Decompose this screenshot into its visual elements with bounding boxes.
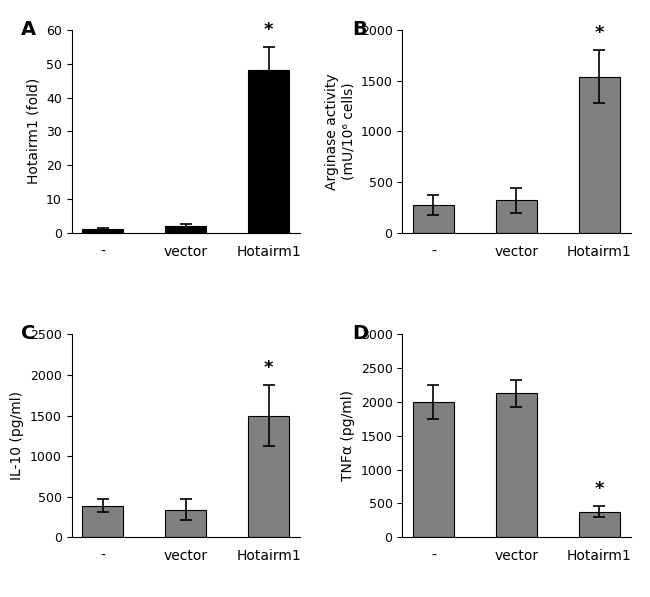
Bar [578, 512, 620, 537]
Y-axis label: TNFα (pg/ml): TNFα (pg/ml) [341, 390, 355, 481]
Y-axis label: Hotairm1 (fold): Hotairm1 (fold) [26, 78, 40, 184]
Text: *: * [595, 24, 604, 42]
Y-axis label: Arginase activity
(mU/10⁶ cells): Arginase activity (mU/10⁶ cells) [325, 73, 355, 190]
Bar [413, 205, 454, 233]
Bar [578, 76, 620, 233]
Bar [248, 416, 289, 537]
Text: C: C [21, 324, 36, 343]
Text: D: D [352, 324, 369, 343]
Bar [82, 229, 124, 233]
Text: *: * [595, 480, 604, 498]
Bar [413, 402, 454, 537]
Text: B: B [352, 20, 367, 39]
Text: A: A [21, 20, 36, 39]
Bar [165, 226, 206, 233]
Bar [82, 506, 124, 537]
Bar [496, 393, 537, 537]
Bar [165, 510, 206, 537]
Bar [496, 201, 537, 233]
Text: *: * [264, 359, 273, 377]
Text: *: * [264, 21, 273, 39]
Y-axis label: IL-10 (pg/ml): IL-10 (pg/ml) [10, 391, 24, 481]
Bar [248, 70, 289, 233]
